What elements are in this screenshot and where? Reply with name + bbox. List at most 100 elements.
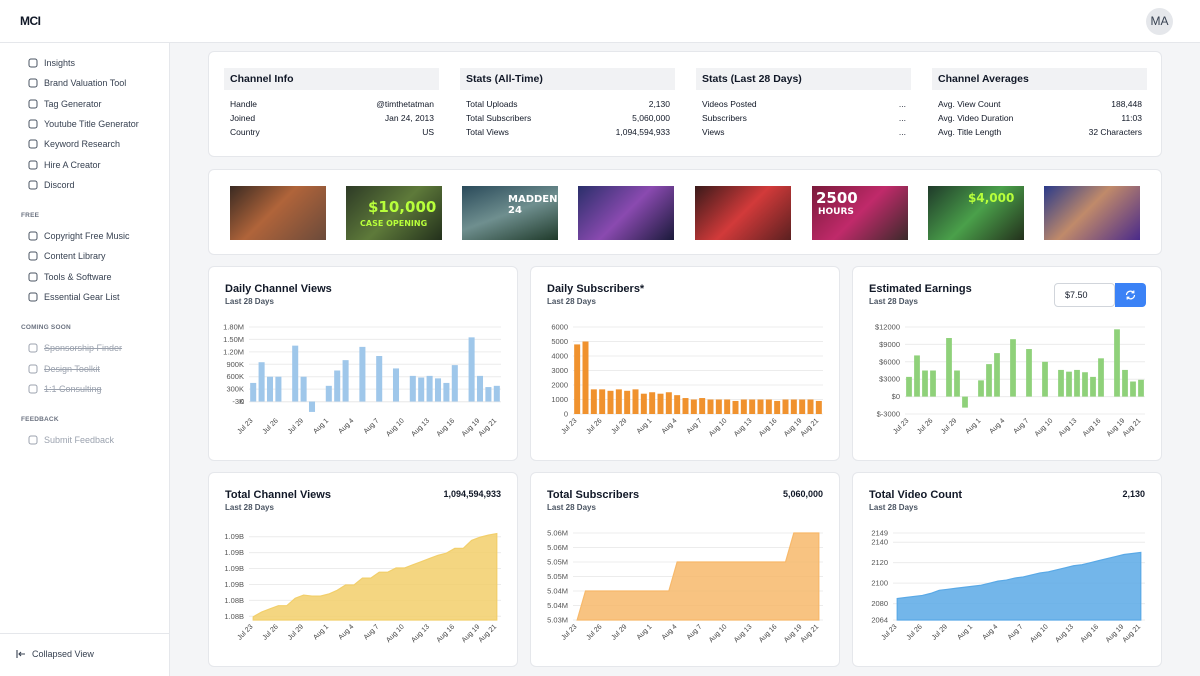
x-tick-label: Jul 23 [236,417,254,435]
collapse-label: Collapsed View [32,649,94,659]
x-tick-label: Aug 4 [989,417,1007,435]
bar [954,370,960,397]
thumbnail[interactable] [578,186,674,240]
nav-item[interactable]: 1:1 Consulting [28,382,102,396]
nav-item[interactable]: Design Toolkit [28,362,100,376]
nav-item[interactable]: Insights [28,56,75,70]
icon-shape [28,58,38,68]
thumbnail[interactable]: $10,000 CASE OPENING [346,186,442,240]
nav-item[interactable]: Content Library [28,249,106,263]
nav-item[interactable]: Tag Generator [28,97,102,111]
area [252,532,498,621]
row-value: ... [898,99,906,109]
chart-subtitle: Last 28 Days [869,503,918,512]
nav-icon [28,292,38,302]
section-heading: COMING SOON [21,324,71,332]
nav-item[interactable]: Youtube Title Generator [28,117,139,131]
nav-icon [28,272,38,282]
icon-shape [28,251,38,261]
nav-item[interactable]: Discord [28,178,75,192]
row-label: Country [230,127,260,137]
bar [1074,369,1080,397]
logo[interactable]: MCI [20,14,41,28]
bar [599,389,606,414]
column-title: Stats (All-Time) [460,68,675,90]
refresh-button[interactable] [1115,283,1146,307]
x-tick-label: Aug 10 [708,623,729,644]
bar [749,399,756,414]
thumbnail[interactable]: $4,000 [928,186,1024,240]
y-tick-label: -3K [232,397,244,406]
nav-item[interactable]: Submit Feedback [28,433,114,447]
x-tick-label: Aug 1 [965,417,983,435]
thumbnail[interactable] [1044,186,1140,240]
x-tick-label: Aug 1 [636,623,654,641]
nav-item[interactable]: Copyright Free Music [28,229,130,243]
chart-subtitle: Last 28 Days [547,297,596,306]
thumbnail[interactable] [230,186,326,240]
row-label: Avg. Video Duration [938,113,1014,123]
thumbnail[interactable]: MADDEN 24 [462,186,558,240]
bar [409,375,416,402]
icon-shape [1125,290,1136,300]
nav-item[interactable]: Sponsorship Finder [28,341,122,355]
chart-card: Daily Channel Views Last 28 Days -3K 0 300K 6… [208,266,518,461]
thumbnail[interactable] [695,186,791,240]
nav-icon [28,251,38,261]
nav-label: Brand Valuation Tool [44,78,127,89]
nav-item[interactable]: Brand Valuation Tool [28,76,126,90]
bar [640,393,647,414]
bar [740,399,747,414]
bar [275,376,282,402]
thumbnail[interactable]: 2500 HOURS [812,186,908,240]
y-tick-label: 2149 [871,529,888,538]
bar [359,346,366,402]
x-tick-label: Aug 7 [1007,623,1025,641]
nav-label: Hire A Creator [44,159,101,170]
bar [994,353,1000,397]
nav-icon [28,99,38,109]
x-tick-label: Jul 26 [585,417,603,435]
x-tick-label: Aug 21 [1122,417,1143,438]
x-tick-label: Aug 13 [410,623,431,644]
chart: $-3000 $0 $3000 $6000 $9000 $12000 Jul 23 Jul 2… [875,323,1145,438]
x-tick-label: Aug 7 [686,417,704,435]
x-tick-label: Aug 7 [363,417,381,435]
row-value: 188,448 [1111,99,1142,109]
bar [590,389,597,414]
bar [392,368,400,402]
x-tick-label: Jul 26 [262,623,280,641]
bar [334,370,341,402]
bar [434,378,442,402]
bar [1138,379,1144,397]
nav-item[interactable]: Essential Gear List [28,290,120,304]
y-tick-label: 4000 [551,352,568,361]
nav-item[interactable]: Tools & Software [28,270,112,284]
icon-shape [28,78,38,88]
nav-label: Submit Feedback [44,435,115,446]
row-value: 5,060,000 [632,113,670,123]
bar [946,338,952,397]
x-tick-label: Aug 16 [436,417,457,438]
y-tick-label: 2100 [871,579,888,588]
x-tick-label: Jul 23 [892,417,910,435]
y-tick-label: 5000 [551,337,568,346]
icon-shape [28,139,38,149]
top-bar: MCI MA [0,0,1200,43]
bar [1114,329,1120,397]
icon-shape [28,160,38,169]
y-tick-label: 5.05M [547,572,568,581]
row-label: Total Subscribers [466,113,532,123]
x-tick-label: Aug 13 [410,417,431,438]
chart-card: Total Subscribers Last 28 Days 5,060,000 5.… [530,472,840,667]
row-label: Views [702,127,725,137]
earnings-rate-input[interactable]: $7.50 [1054,283,1115,307]
avatar[interactable]: MA [1146,8,1173,35]
refresh-icon [1125,290,1136,300]
bar [1130,381,1136,397]
row-value: 1,094,594,933 [615,127,670,137]
nav-item[interactable]: Hire A Creator [28,158,101,172]
collapse-button[interactable]: Collapsed View [16,647,94,661]
nav-item[interactable]: Keyword Research [28,137,120,151]
y-tick-label: 1.09B [224,564,244,573]
